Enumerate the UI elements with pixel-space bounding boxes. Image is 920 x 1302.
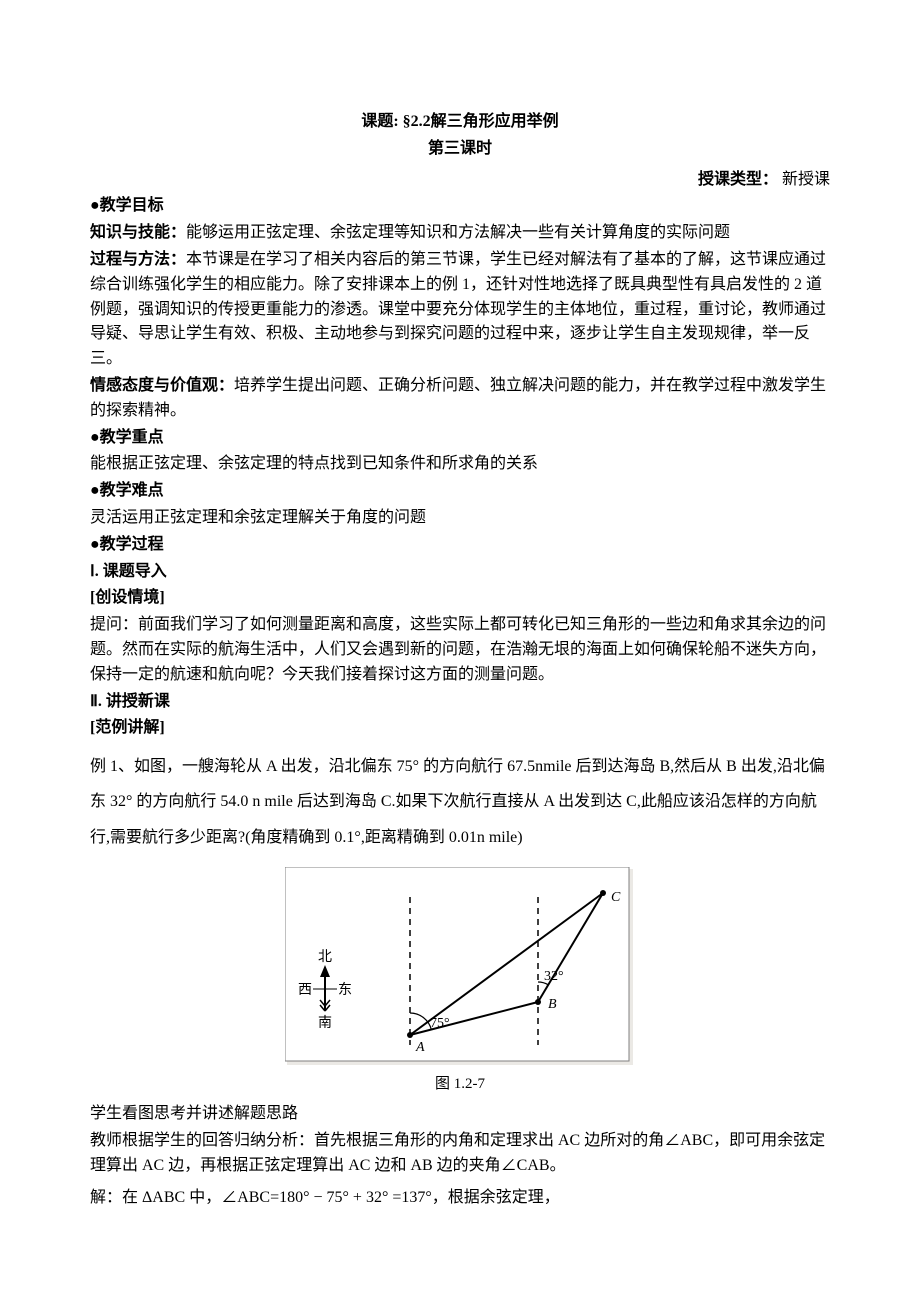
doc-subtitle: 第三课时 (90, 137, 830, 162)
figure-wrap: 北西 东南 A B C 75° 32° (90, 867, 830, 1067)
method-block: 过程与方法：本节课是在学习了相关内容后的第三节课，学生已经对解法有了基本的了解，… (90, 248, 830, 372)
example-heading: [范例讲解] (90, 716, 830, 741)
teach-heading: Ⅱ. 讲授新课 (90, 690, 830, 715)
svg-text:西: 西 (298, 983, 312, 998)
solution-text: 解：在 ΔABC 中，∠ABC=180° − 75° + 32° =137°，根… (90, 1186, 830, 1211)
svg-text:东: 东 (338, 982, 352, 998)
diff-text: 灵活运用正弦定理和余弦定理解关于角度的问题 (90, 506, 830, 531)
skill-line: 知识与技能：能够运用正弦定理、余弦定理等知识和方法解决一些有关计算角度的实际问题 (90, 221, 830, 246)
skill-text: 能够运用正弦定理、余弦定理等知识和方法解决一些有关计算角度的实际问题 (186, 224, 730, 241)
svg-text:B: B (548, 997, 557, 1012)
svg-text:32°: 32° (544, 969, 564, 984)
proc-heading: ●教学过程 (90, 533, 830, 558)
svg-text:75°: 75° (430, 1016, 450, 1031)
goals-heading: ●教学目标 (90, 194, 830, 219)
doc-title: 课题: §2.2解三角形应用举例 (90, 110, 830, 135)
figure-svg: 北西 东南 A B C 75° 32° (285, 867, 635, 1067)
figure-caption: 图 1.2-7 (90, 1073, 830, 1096)
course-type-label: 授课类型： (698, 171, 778, 188)
scene-heading: [创设情境] (90, 586, 830, 611)
attitude-block: 情感态度与价值观：培养学生提出问题、正确分析问题、独立解决问题的能力，并在教学过… (90, 374, 830, 424)
key-text: 能根据正弦定理、余弦定理的特点找到已知条件和所求角的关系 (90, 452, 830, 477)
course-type-line: 授课类型： 新授课 (90, 168, 830, 193)
skill-label: 知识与技能： (90, 224, 186, 241)
example1-text: 例 1、如图，一艘海轮从 A 出发，沿北偏东 75° 的方向航行 67.5nmi… (90, 749, 830, 855)
method-text: 本节课是在学习了相关内容后的第三节课，学生已经对解法有了基本的了解，这节课应通过… (90, 251, 826, 367)
svg-text:A: A (415, 1040, 425, 1055)
svg-text:南: 南 (318, 1015, 332, 1031)
method-label: 过程与方法： (90, 251, 186, 268)
diff-heading: ●教学难点 (90, 479, 830, 504)
svg-text:北: 北 (318, 949, 332, 965)
intro-heading: Ⅰ. 课题导入 (90, 560, 830, 585)
course-type-value: 新授课 (782, 171, 830, 188)
page: 课题: §2.2解三角形应用举例 第三课时 授课类型： 新授课 ●教学目标 知识… (0, 0, 920, 1302)
teacher-text: 教师根据学生的回答归纳分析：首先根据三角形的内角和定理求出 AC 边所对的角∠A… (90, 1129, 830, 1179)
attitude-label: 情感态度与价值观： (90, 377, 234, 394)
think-text: 学生看图思考并讲述解题思路 (90, 1102, 830, 1127)
svg-text:C: C (611, 890, 621, 905)
key-heading: ●教学重点 (90, 426, 830, 451)
intro-text: 提问：前面我们学习了如何测量距离和高度，这些实际上都可转化已知三角形的一些边和角… (90, 613, 830, 687)
